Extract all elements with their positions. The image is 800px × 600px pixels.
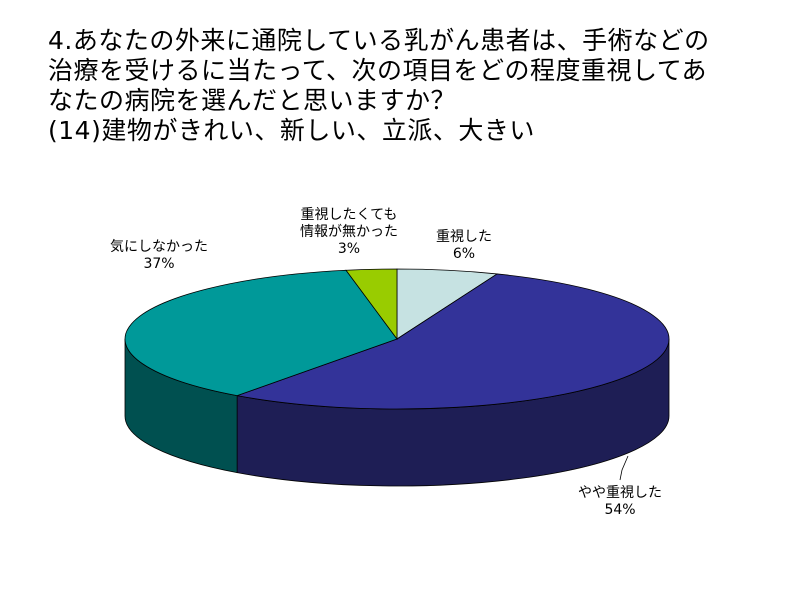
data-label-percent: 6% [453, 246, 475, 262]
data-label-percent: 37% [143, 256, 174, 272]
title-line-3: なたの病院を選んだと思いますか？ [48, 86, 457, 115]
data-label-category: 情報が無かった [300, 224, 398, 240]
chart-title: 4.あなたの外来に通院している乳がん患者は、手術などの 治療を受けるに当たって、… [48, 26, 768, 146]
data-label-category: 重視したくても [301, 207, 398, 223]
title-line-2: 治療を受けるに当たって、次の項目をどの程度重視してあ [48, 56, 708, 85]
data-label-percent: 3% [338, 241, 360, 257]
data-label-percent: 54% [604, 502, 635, 518]
title-line-4: (14)建物がきれい、新しい、立派、大きい [48, 116, 535, 145]
title-line-1: 4.あなたの外来に通院している乳がん患者は、手術などの [48, 26, 710, 55]
leader-line [619, 455, 629, 481]
data-label-category: 重視した [436, 229, 492, 245]
data-label-category: 気にしなかった [110, 239, 208, 255]
pie-slice-ki-ni-shinakatta [124, 269, 398, 397]
pie-slice-yaya-juushi-shita [235, 273, 670, 410]
data-label-category: やや重視した [578, 485, 662, 501]
pie-slice-joho-ga-nakatta [345, 268, 398, 341]
